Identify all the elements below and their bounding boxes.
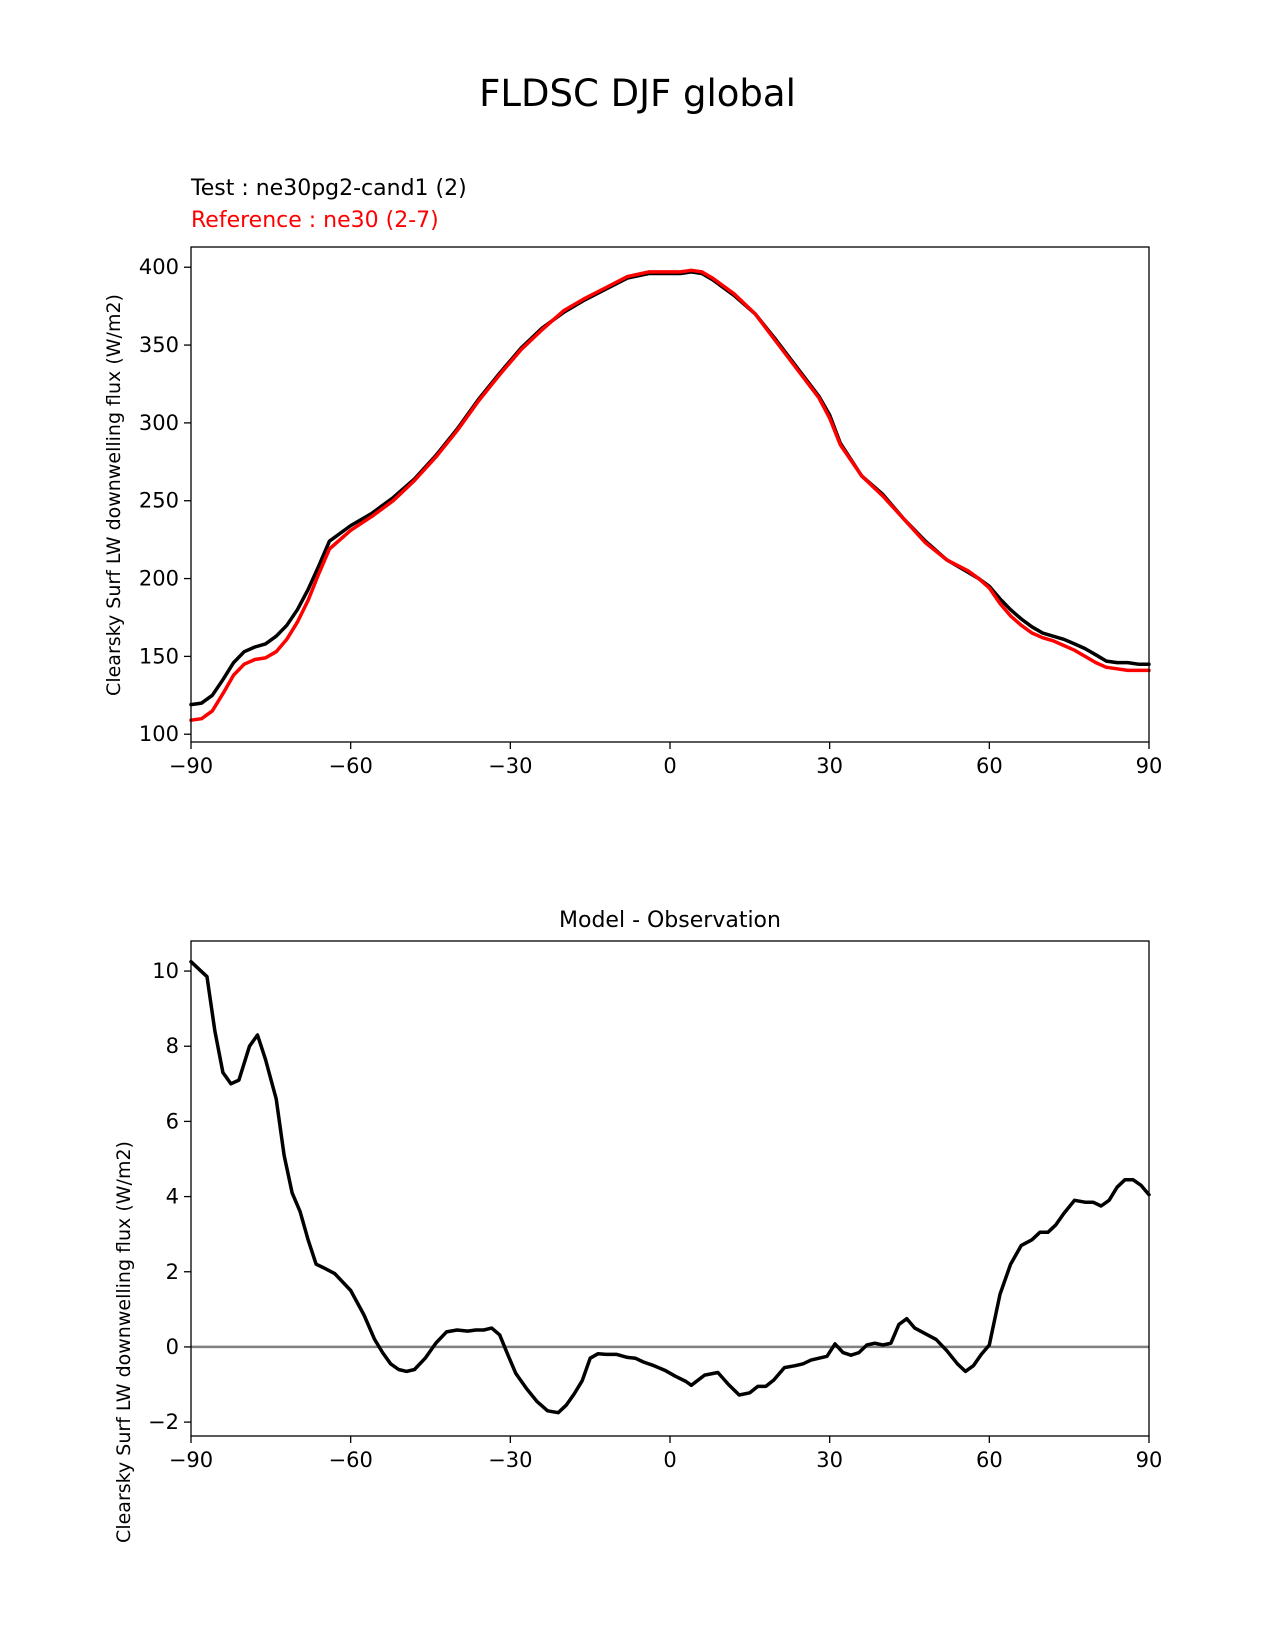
top-chart-x-tick-label: −90 — [169, 754, 213, 778]
bottom-chart-y-tick-label: −2 — [148, 1410, 179, 1434]
top-chart-series-line-1 — [189, 268, 1151, 722]
top-chart-y-tick-label: 400 — [139, 255, 179, 279]
top-chart-x-tick-label: −60 — [329, 754, 373, 778]
bottom-chart-x-tick-label: 0 — [663, 1448, 676, 1472]
top-chart-y-tick-label: 150 — [139, 644, 179, 668]
bottom-chart-series-line-0 — [189, 959, 1151, 1415]
top-chart-y-tick-label: 350 — [139, 333, 179, 357]
top-chart-x-tick-label: −30 — [488, 754, 532, 778]
bottom-chart-x-tick-label: −60 — [329, 1448, 373, 1472]
bottom-chart-y-tick-label: 6 — [166, 1109, 179, 1133]
bottom-chart-title: Model - Observation — [559, 908, 781, 933]
figure-title: FLDSC DJF global — [479, 72, 796, 115]
legend-reference-label: Reference : ne30 (2-7) — [191, 208, 439, 233]
bottom-chart-x-tick-label: 30 — [816, 1448, 843, 1472]
top-chart-plot-area: −90 −60 −30 0 30 60 90 100 150 200 250 300 350 400 — [139, 246, 1163, 778]
top-chart-ylabel: Clearsky Surf LW downwelling flux (W/m2) — [103, 294, 125, 696]
top-chart-x-tick-label: 90 — [1136, 754, 1163, 778]
bottom-chart-x-tick-label: −90 — [169, 1448, 213, 1472]
bottom-chart-axes-frame — [190, 940, 1150, 1437]
bottom-chart-x-tick-label: −30 — [488, 1448, 532, 1472]
bottom-chart-y-tick-label: 4 — [166, 1185, 179, 1209]
top-chart-y-tick-label: 250 — [139, 489, 179, 513]
bottom-line-chart: Model - Observation Clearsky Surf LW dow… — [113, 908, 1163, 1543]
top-chart-x-tick-label: 0 — [663, 754, 676, 778]
top-chart-y-tick-label: 100 — [139, 722, 179, 746]
bottom-chart-ylabel: Clearsky Surf LW downwelling flux (W/m2) — [113, 1141, 135, 1543]
bottom-chart-y-tick-label: 10 — [152, 959, 179, 983]
bottom-chart-y-tick-label: 8 — [166, 1034, 179, 1058]
top-chart-axes-frame — [190, 246, 1150, 743]
bottom-chart-y-tick-label: 2 — [166, 1260, 179, 1284]
top-chart-y-tick-label: 200 — [139, 567, 179, 591]
top-line-chart: Clearsky Surf LW downwelling flux (W/m2)… — [103, 246, 1163, 778]
top-chart-series-line-0 — [189, 270, 1151, 707]
bottom-chart-x-tick-label: 90 — [1136, 1448, 1163, 1472]
bottom-chart-y-tick-label: 0 — [166, 1335, 179, 1359]
bottom-chart-x-tick-label: 60 — [976, 1448, 1003, 1472]
top-chart-x-tick-label: 60 — [976, 754, 1003, 778]
bottom-chart-plot-area: −90 −60 −30 0 30 60 90 −2 0 2 4 6 8 10 — [148, 940, 1163, 1472]
top-chart-x-tick-label: 30 — [816, 754, 843, 778]
legend-test-label: Test : ne30pg2-cand1 (2) — [191, 176, 467, 201]
top-chart-y-tick-label: 300 — [139, 411, 179, 435]
